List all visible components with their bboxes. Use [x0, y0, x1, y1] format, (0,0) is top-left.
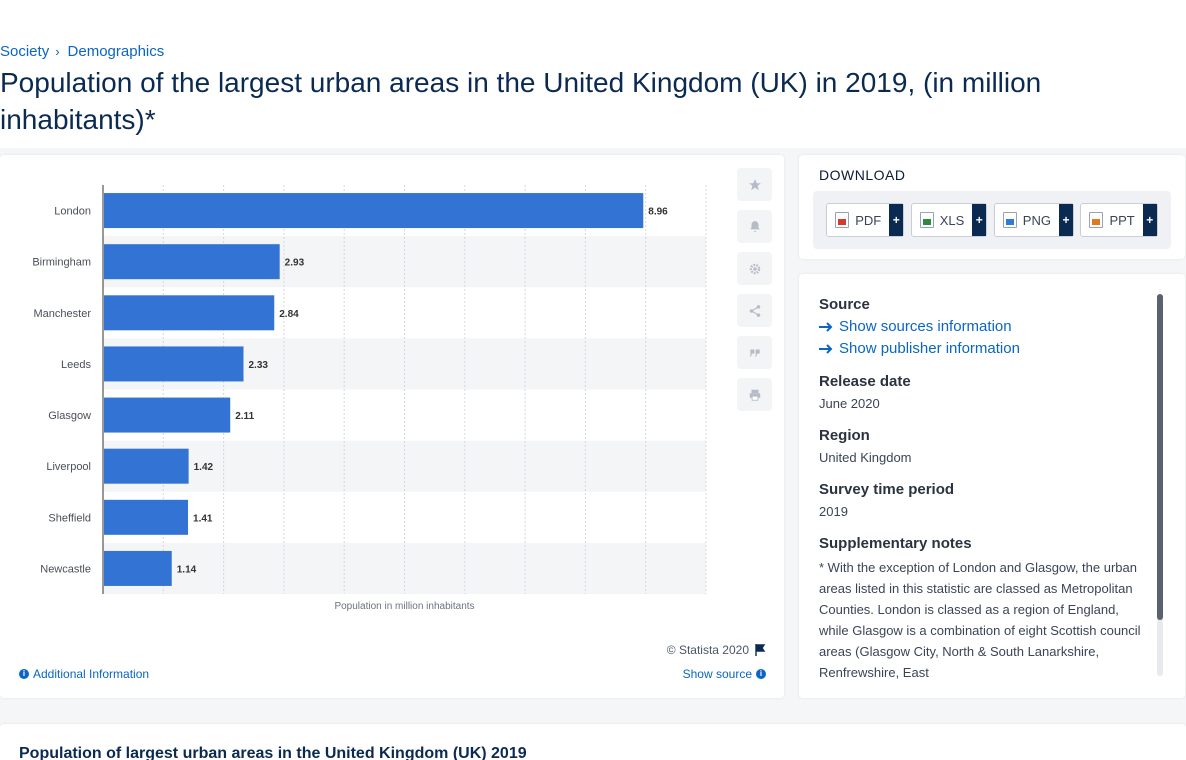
source-heading: Source: [819, 296, 870, 313]
chart-card: London 8.96 Birmingham 2.93 Manchester 2.84 Le…: [0, 155, 784, 698]
download-png-button[interactable]: PNG +: [993, 203, 1074, 237]
supplementary-notes-heading: Supplementary notes: [819, 535, 972, 552]
star-icon: [748, 178, 761, 190]
download-heading: DOWNLOAD: [819, 167, 906, 183]
bar: [104, 193, 644, 229]
breadcrumb-demographics[interactable]: Demographics: [67, 43, 165, 60]
show-publisher-link[interactable]: Show publisher information: [819, 340, 1149, 357]
share-button[interactable]: [737, 294, 772, 327]
source-info-content: Source Show sources information Show pub…: [819, 296, 1149, 683]
category-label: Liverpool: [46, 461, 91, 473]
download-ppt-button[interactable]: PPT +: [1080, 203, 1158, 237]
page-title: Population of the largest urban areas in…: [0, 67, 1042, 135]
additional-information-label: Additional Information: [33, 667, 150, 681]
info-scrollbar[interactable]: [1157, 294, 1163, 676]
survey-period-heading: Survey time period: [819, 481, 955, 498]
bar: [104, 295, 275, 331]
download-pdf-button[interactable]: PDF +: [826, 203, 905, 237]
category-label: Glasgow: [48, 410, 91, 422]
info-scrollbar-thumb[interactable]: [1157, 294, 1163, 620]
region-value: United Kingdom: [819, 450, 912, 465]
arrow-right-icon: [819, 321, 833, 332]
quote-icon: [749, 349, 760, 356]
data-label: 2.84: [279, 309, 299, 320]
show-sources-link[interactable]: Show sources information: [819, 318, 1149, 335]
download-xls-button[interactable]: XLS +: [910, 203, 988, 237]
download-card: DOWNLOAD PDF + XLS + PNG + PPT +: [799, 155, 1185, 259]
data-label: 1.14: [177, 564, 197, 575]
additional-information-link[interactable]: i Additional Information: [19, 667, 149, 681]
category-label: Manchester: [34, 308, 92, 320]
category-label: London: [54, 206, 91, 218]
favorite-button[interactable]: [737, 168, 772, 201]
bar-chart: London 8.96 Birmingham 2.93 Manchester 2.84 Le…: [32, 185, 707, 612]
bar: [104, 550, 172, 586]
xls-file-icon: [919, 212, 934, 228]
plus-icon: +: [1058, 204, 1073, 236]
data-label: 1.42: [194, 462, 214, 473]
release-date-value: June 2020: [819, 396, 880, 411]
supplementary-notes-section: Supplementary notes * With the exception…: [819, 535, 1149, 683]
category-label: Newcastle: [40, 563, 91, 575]
plus-icon: +: [1142, 204, 1157, 236]
share-icon: [749, 304, 760, 317]
release-date-heading: Release date: [819, 373, 911, 390]
info-icon: i: [756, 669, 766, 679]
data-label: 1.41: [193, 513, 213, 524]
data-label: 2.93: [285, 258, 305, 269]
breadcrumb-society[interactable]: Society: [0, 43, 50, 60]
download-xls-label: XLS: [939, 212, 965, 228]
category-label: Sheffield: [48, 512, 91, 524]
ppt-file-icon: [1089, 212, 1104, 228]
settings-button[interactable]: [737, 252, 772, 285]
source-info-card: Source Show sources information Show pub…: [799, 274, 1185, 698]
bar: [104, 346, 244, 382]
breadcrumb: Society › Demographics: [0, 43, 164, 60]
show-publisher-label: Show publisher information: [839, 340, 1020, 357]
show-sources-label: Show sources information: [839, 318, 1012, 335]
pdf-file-icon: [835, 212, 850, 228]
download-png-label: PNG: [1022, 212, 1051, 228]
bar: [104, 397, 231, 433]
description-title: Population of largest urban areas in the…: [19, 745, 527, 760]
bar: [104, 244, 280, 280]
png-file-icon: [1002, 212, 1017, 228]
flag-icon[interactable]: [755, 644, 766, 656]
region-heading: Region: [819, 427, 870, 444]
category-label: Birmingham: [32, 257, 91, 269]
download-ppt-label: PPT: [1109, 212, 1135, 228]
plus-icon: +: [889, 204, 904, 236]
copyright-text: © Statista 2020: [666, 643, 749, 657]
survey-period-value: 2019: [819, 504, 848, 519]
print-icon: [749, 389, 760, 401]
data-label: 2.11: [235, 411, 254, 422]
bar: [104, 448, 189, 484]
copyright: © Statista 2020: [667, 643, 766, 657]
page-header: [0, 0, 1186, 148]
supplementary-notes-text: * With the exception of London and Glasg…: [819, 560, 1141, 680]
info-icon: i: [19, 669, 29, 679]
bell-icon: [749, 220, 760, 232]
plus-icon: +: [972, 204, 987, 236]
download-buttons: PDF + XLS + PNG + PPT +: [813, 191, 1171, 249]
arrow-right-icon: [819, 343, 833, 354]
breadcrumb-separator: ›: [55, 44, 60, 59]
region-section: Region United Kingdom: [819, 427, 1149, 465]
print-button[interactable]: [737, 378, 772, 411]
data-label: 2.33: [248, 360, 268, 371]
download-pdf-label: PDF: [855, 212, 882, 228]
chart-toolbar: [737, 168, 773, 420]
bar: [104, 499, 189, 535]
notification-button[interactable]: [737, 210, 772, 243]
x-axis-title: Population in million inhabitants: [334, 601, 474, 612]
gear-icon: [749, 263, 760, 274]
show-source-link[interactable]: Show source i: [683, 667, 766, 681]
survey-period-section: Survey time period 2019: [819, 481, 1149, 519]
show-source-label: Show source: [682, 667, 752, 681]
release-date-section: Release date June 2020: [819, 373, 1149, 411]
description-card: Population of largest urban areas in the…: [0, 724, 1186, 760]
data-label: 8.96: [648, 207, 668, 218]
category-label: Leeds: [61, 359, 91, 371]
cite-button[interactable]: [737, 336, 772, 369]
